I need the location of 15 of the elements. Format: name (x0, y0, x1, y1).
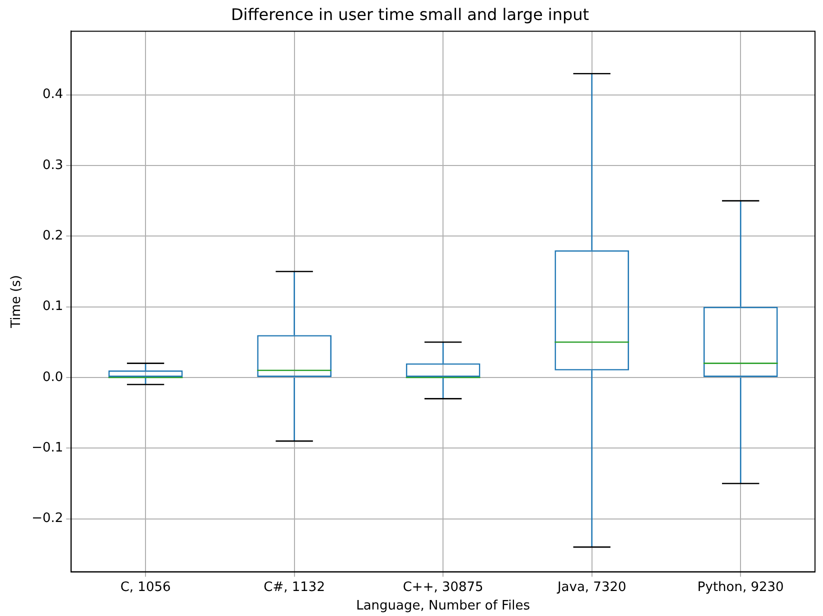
y-axis-title: Time (s) (9, 275, 24, 329)
x-tick-label: C, 1056 (120, 580, 171, 595)
y-tick-label: 0.1 (42, 299, 64, 314)
y-tick-label: 0.2 (42, 228, 64, 244)
x-tick-label: C++, 30875 (402, 580, 484, 595)
y-tick-label: 0.0 (42, 370, 64, 385)
x-tick-label: Java, 7320 (556, 580, 626, 595)
y-tick-label: 0.3 (42, 158, 64, 173)
x-tick-label: Python, 9230 (697, 580, 784, 595)
x-axis-title: Language, Number of Files (356, 598, 530, 614)
y-tick-label: 0.4 (42, 87, 64, 102)
x-tick-label: C#, 1132 (264, 580, 325, 595)
y-tick-label: −0.1 (32, 440, 64, 456)
chart-title: Difference in user time small and large input (230, 4, 590, 24)
y-tick-label: −0.2 (32, 511, 64, 526)
